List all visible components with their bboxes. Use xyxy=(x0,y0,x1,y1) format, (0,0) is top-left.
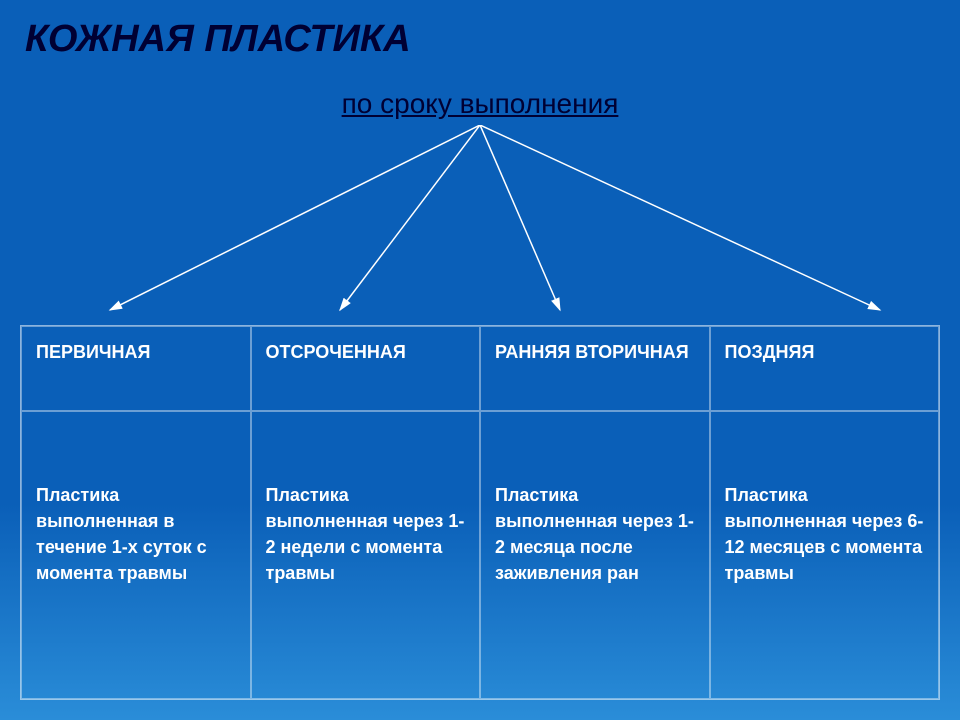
column-header-1: ПЕРВИЧНАЯ xyxy=(21,326,251,411)
column-body-3: Пластика выполненная через 1-2 месяца по… xyxy=(480,411,710,699)
arrow-2 xyxy=(340,125,480,310)
arrow-4 xyxy=(480,125,880,310)
column-body-1: Пластика выполненная в течение 1-х суток… xyxy=(21,411,251,699)
body-text-2: Пластика выполненная через 1-2 недели с … xyxy=(266,485,465,583)
body-text-4: Пластика выполненная через 6-12 месяцев … xyxy=(725,485,924,583)
column-body-2: Пластика выполненная через 1-2 недели с … xyxy=(251,411,481,699)
body-text-1: Пластика выполненная в течение 1-х суток… xyxy=(36,485,207,583)
classification-table: ПЕРВИЧНАЯ ОТСРОЧЕННАЯ РАННЯЯ ВТОРИЧНАЯ П… xyxy=(20,325,940,700)
column-header-4: ПОЗДНЯЯ xyxy=(710,326,940,411)
slide-subtitle: по сроку выполнения xyxy=(342,88,619,120)
arrows-diagram xyxy=(0,125,960,325)
arrow-1 xyxy=(110,125,480,310)
column-header-3: РАННЯЯ ВТОРИЧНАЯ xyxy=(480,326,710,411)
slide-title: КОЖНАЯ ПЛАСТИКА xyxy=(25,18,411,61)
column-header-2: ОТСРОЧЕННАЯ xyxy=(251,326,481,411)
arrow-3 xyxy=(480,125,560,310)
body-text-3: Пластика выполненная через 1-2 месяца по… xyxy=(495,485,694,583)
column-body-4: Пластика выполненная через 6-12 месяцев … xyxy=(710,411,940,699)
